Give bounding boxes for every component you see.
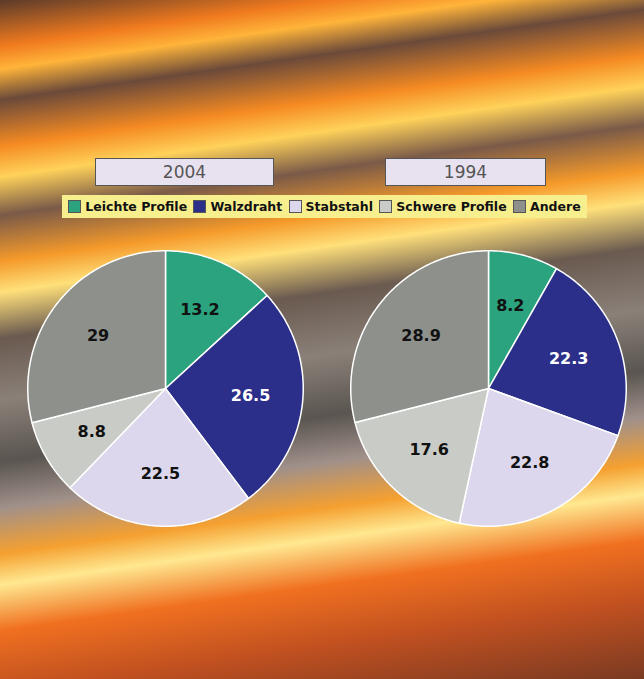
svg-text:22.5: 22.5 <box>141 464 180 483</box>
svg-text:26.5: 26.5 <box>231 386 270 405</box>
svg-text:28.9: 28.9 <box>401 326 440 345</box>
html-text:2004: 2004 <box>162 162 207 182</box>
svg-text:8.2: 8.2 <box>496 296 524 315</box>
html-text:Leichte Profile: Leichte Profile <box>85 199 188 214</box>
svg-text:29: 29 <box>87 326 109 345</box>
html-text:1994: 1994 <box>443 162 488 182</box>
html-text:Andere: Andere <box>530 199 581 214</box>
svg-text:22.3: 22.3 <box>549 349 588 368</box>
svg-text:13.2: 13.2 <box>180 300 219 319</box>
html-text:Stabstahl: Stabstahl <box>305 199 373 214</box>
html-text:Walzdraht: Walzdraht <box>210 199 283 214</box>
svg-text:22.8: 22.8 <box>510 453 549 472</box>
svg-text:8.8: 8.8 <box>78 422 106 441</box>
html-text:Schwere Profile: Schwere Profile <box>396 199 507 214</box>
svg-text:17.6: 17.6 <box>409 440 448 459</box>
